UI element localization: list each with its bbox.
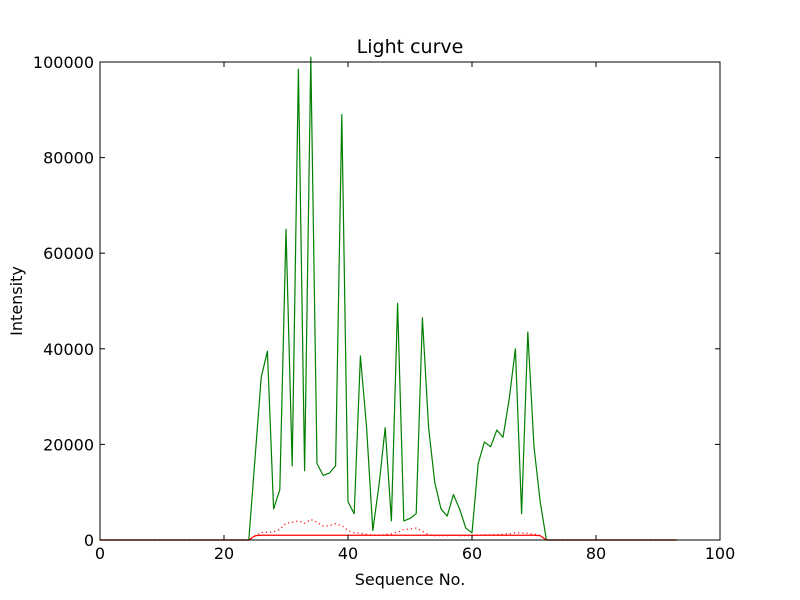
y-axis-label: Intensity: [7, 266, 26, 336]
x-tick-label-100: 100: [705, 544, 736, 563]
plot-frame: [99, 61, 721, 541]
y-tick-label-100000: 100000: [33, 53, 94, 72]
y-tick-label-60000: 60000: [43, 244, 94, 263]
x-axis-label: Sequence No.: [355, 570, 466, 589]
x-tick-label-40: 40: [338, 544, 358, 563]
series-line-3: [100, 534, 677, 541]
y-tick-label-40000: 40000: [43, 340, 94, 359]
x-tick-label-0: 0: [95, 544, 105, 563]
y-tick-label-0: 0: [84, 531, 94, 550]
y-axis: 0 20000 40000 60000 80000 100000: [33, 53, 720, 550]
series-line-1: [100, 56, 677, 541]
x-axis: 0 20 40 60 80 100: [95, 62, 735, 563]
y-tick-label-80000: 80000: [43, 149, 94, 168]
chart-title: Light curve: [357, 36, 464, 58]
x-tick-label-80: 80: [586, 544, 606, 563]
x-tick-label-20: 20: [214, 544, 234, 563]
series-layer: [100, 56, 677, 541]
x-tick-label-60: 60: [462, 544, 482, 563]
y-tick-label-20000: 20000: [43, 435, 94, 454]
